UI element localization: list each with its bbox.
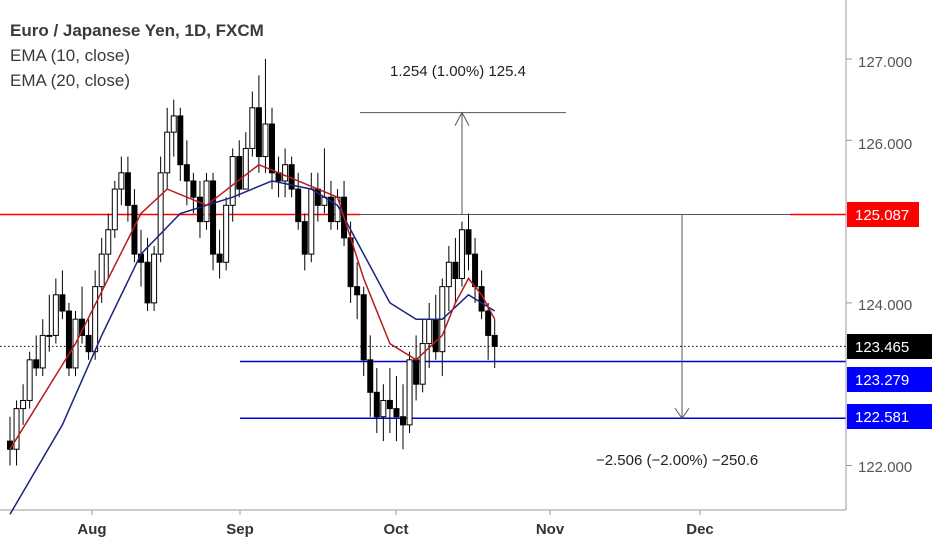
x-tick-labels: Aug Sep Oct Nov Dec	[77, 521, 713, 538]
candle-up	[111, 188, 118, 231]
price-label: 122.581	[855, 409, 909, 426]
candle-down	[236, 156, 243, 190]
candle-down	[183, 164, 190, 182]
price-label-box	[847, 367, 932, 392]
candle-down	[85, 334, 92, 353]
candle-up	[170, 115, 177, 133]
candle-up	[164, 131, 171, 174]
candle-down	[59, 294, 66, 312]
candle-up	[458, 229, 465, 280]
y-tick-label: 122.000	[858, 459, 912, 476]
candle-up	[46, 334, 53, 337]
x-tick-label: Dec	[686, 521, 714, 538]
candle-down	[386, 399, 393, 410]
candle-down	[485, 310, 492, 336]
candle-up	[242, 147, 249, 190]
candle-down	[210, 180, 217, 255]
candle-down	[216, 253, 223, 263]
symbol-title: Euro / Japanese Yen, 1D, FXCM	[10, 21, 264, 40]
candle-up	[39, 334, 46, 369]
candle-up	[223, 204, 230, 263]
candle-up	[419, 343, 426, 385]
candle-up	[249, 107, 256, 149]
candle-up	[98, 253, 105, 288]
price-label: 123.465	[855, 339, 909, 356]
candle-up	[52, 294, 59, 336]
candle-down	[301, 221, 308, 255]
price-label: 123.279	[855, 372, 909, 389]
chart-legend: Euro / Japanese Yen, 1D, FXCM EMA (10, c…	[10, 18, 264, 93]
candle-up	[92, 286, 99, 353]
candle-down	[472, 253, 479, 288]
candle-up	[151, 253, 158, 304]
x-tick-label: Oct	[383, 521, 408, 538]
candle-down	[269, 123, 275, 174]
ema20-legend: EMA (20, close)	[10, 71, 130, 90]
y-tick-label: 127.000	[858, 54, 912, 71]
candle-up	[13, 408, 20, 450]
candle-down	[131, 204, 138, 255]
candle-up	[445, 261, 452, 288]
x-axis	[0, 509, 846, 515]
candle-down	[255, 107, 262, 158]
price-label-box	[847, 334, 932, 359]
price-labels: 125.087 123.465 123.279 122.581	[847, 202, 932, 429]
ema20-line	[9, 180, 496, 515]
candle-down	[400, 416, 406, 426]
candle-up	[406, 359, 413, 426]
candle-up	[203, 180, 210, 223]
candle-down	[452, 261, 459, 280]
y-tick-label: 126.000	[858, 136, 912, 153]
candle-down	[196, 196, 203, 223]
measure-up-label: 1.254 (1.00%) 125.4	[390, 63, 526, 80]
candle-up	[262, 123, 269, 158]
x-tick-label: Aug	[77, 521, 106, 538]
candle-up	[157, 172, 164, 255]
candle-down	[491, 334, 498, 347]
y-tick-labels: 127.000 126.000 124.000 122.000	[858, 54, 912, 476]
candle-down	[65, 310, 72, 369]
candle-up	[380, 399, 387, 418]
candle-down	[295, 188, 302, 223]
candle-up	[308, 188, 315, 255]
measure-tools	[360, 111, 690, 420]
candle-up	[426, 318, 433, 345]
measure-down-label: −2.506 (−2.00%) −250.6	[596, 452, 759, 469]
candle-down	[190, 180, 197, 198]
candle-down	[367, 359, 374, 393]
candle-down	[373, 391, 380, 418]
measure-up-arrowhead	[454, 111, 470, 126]
candle-up	[229, 156, 236, 206]
candle-down	[413, 359, 420, 385]
candle-down	[124, 172, 131, 206]
candle-up	[105, 229, 112, 255]
candle-down	[465, 229, 472, 255]
candle-up	[118, 172, 125, 190]
x-tick-label: Sep	[226, 521, 254, 538]
price-label-box	[847, 202, 919, 227]
candle-down	[177, 115, 184, 166]
candle-down	[360, 294, 367, 361]
x-tick-label: Nov	[536, 521, 565, 538]
candle-down	[33, 359, 40, 369]
ema10-legend: EMA (10, close)	[10, 46, 130, 65]
candle-up	[282, 164, 289, 182]
candle-down	[354, 286, 361, 296]
candle-down	[327, 196, 334, 223]
candle-up	[26, 359, 33, 401]
measure-down-arrowhead	[674, 407, 690, 420]
ema-lines	[9, 163, 496, 515]
candle-down	[144, 261, 151, 304]
y-axis	[845, 0, 852, 510]
ema10-line	[9, 163, 496, 450]
candle-up	[20, 399, 27, 410]
candle-down	[393, 408, 400, 418]
price-label-box	[847, 404, 932, 429]
price-label: 125.087	[855, 207, 909, 224]
candle-down	[432, 318, 439, 353]
y-tick-label: 124.000	[858, 297, 912, 314]
candles	[7, 59, 498, 466]
